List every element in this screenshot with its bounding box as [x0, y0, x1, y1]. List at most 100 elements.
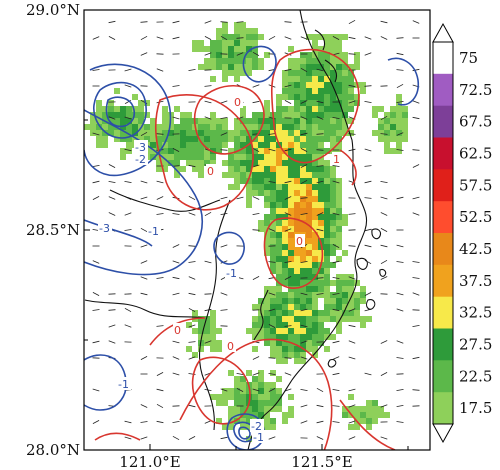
wind-barb [396, 357, 404, 359]
reflectivity-cell [264, 232, 270, 238]
reflectivity-cell [246, 70, 252, 76]
wind-barb [220, 388, 228, 392]
reflectivity-cell [312, 112, 318, 118]
reflectivity-cell [300, 286, 306, 292]
reflectivity-cell [264, 148, 270, 154]
reflectivity-cell [306, 214, 312, 220]
reflectivity-cell [228, 136, 234, 142]
reflectivity-cell [324, 280, 330, 286]
reflectivity-cell [204, 124, 210, 130]
wind-barb [316, 293, 324, 295]
reflectivity-cell [288, 160, 294, 166]
wind-barb [316, 100, 324, 104]
reflectivity-cell [222, 28, 228, 34]
reflectivity-cell [342, 82, 348, 88]
reflectivity-cell [288, 70, 294, 76]
reflectivity-cell [216, 46, 222, 52]
wind-barb [156, 325, 164, 327]
reflectivity-cell [114, 106, 120, 112]
wind-barb [156, 196, 164, 200]
reflectivity-cell [318, 64, 324, 70]
reflectivity-cell [336, 322, 342, 328]
wind-barb [364, 292, 372, 296]
reflectivity-cell [192, 46, 198, 52]
wind-barb [284, 196, 292, 200]
wind-barb [332, 165, 340, 167]
wind-barb [92, 69, 100, 71]
reflectivity-cell [288, 346, 294, 352]
reflectivity-cell [120, 130, 126, 136]
reflectivity-cell [312, 304, 318, 310]
reflectivity-cell [144, 136, 150, 142]
reflectivity-cell [384, 112, 390, 118]
reflectivity-cell [348, 304, 354, 310]
reflectivity-cell [294, 190, 300, 196]
reflectivity-cell [372, 412, 378, 418]
wind-barb [236, 196, 244, 200]
wind-barb [220, 149, 228, 151]
lon-label: 121.0°E [119, 453, 180, 470]
reflectivity-cell [240, 28, 246, 34]
reflectivity-cell [228, 160, 234, 166]
wind-barb [412, 116, 420, 120]
reflectivity-cell [396, 100, 402, 106]
reflectivity-cell [330, 166, 336, 172]
reflectivity-cell [342, 52, 348, 58]
reflectivity-cell [318, 214, 324, 220]
reflectivity-cell [336, 274, 342, 280]
reflectivity-cell [306, 58, 312, 64]
reflectivity-cell [198, 172, 204, 178]
wind-barb [124, 229, 132, 231]
reflectivity-cell [342, 298, 348, 304]
wind-barb [396, 52, 404, 56]
reflectivity-cell [288, 406, 294, 412]
svg-text:-2: -2 [251, 420, 262, 433]
reflectivity-cell [348, 310, 354, 316]
reflectivity-cell [318, 190, 324, 196]
reflectivity-cell [390, 148, 396, 154]
reflectivity-cell [384, 124, 390, 130]
reflectivity-cell [324, 232, 330, 238]
reflectivity-cell [324, 238, 330, 244]
reflectivity-cell [210, 142, 216, 148]
reflectivity-cell [198, 148, 204, 154]
reflectivity-cell [312, 328, 318, 334]
reflectivity-cell [282, 112, 288, 118]
reflectivity-cell [276, 100, 282, 106]
wind-barb [316, 165, 324, 167]
wind-barb [412, 196, 420, 200]
reflectivity-cell [234, 166, 240, 172]
reflectivity-cell [264, 130, 270, 136]
reflectivity-cell [288, 94, 294, 100]
reflectivity-cell [210, 346, 216, 352]
reflectivity-cell [264, 244, 270, 250]
reflectivity-cell [258, 190, 264, 196]
reflectivity-cell [216, 118, 222, 124]
svg-text:-3: -3 [99, 222, 110, 235]
reflectivity-cell [186, 148, 192, 154]
wind-barb [92, 165, 100, 167]
reflectivity-cell [306, 340, 312, 346]
reflectivity-cell [270, 406, 276, 412]
reflectivity-cell [246, 190, 252, 196]
reflectivity-cell [282, 358, 288, 364]
reflectivity-cell [336, 34, 342, 40]
reflectivity-cell [204, 142, 210, 148]
coastline [84, 10, 387, 450]
reflectivity-cell [396, 106, 402, 112]
reflectivity-cell [390, 106, 396, 112]
reflectivity-cell [294, 202, 300, 208]
reflectivity-cell [294, 322, 300, 328]
wind-barb [124, 212, 132, 216]
reflectivity-cell [294, 220, 300, 226]
reflectivity-cell [402, 130, 408, 136]
wind-barb [268, 133, 276, 135]
wind-barb [236, 21, 244, 23]
reflectivity-cell [402, 124, 408, 130]
reflectivity-cell [132, 124, 138, 130]
reflectivity-cell [252, 394, 258, 400]
reflectivity-cell [222, 136, 228, 142]
reflectivity-cell [324, 244, 330, 250]
reflectivity-cell [270, 160, 276, 166]
reflectivity-cell [312, 100, 318, 106]
